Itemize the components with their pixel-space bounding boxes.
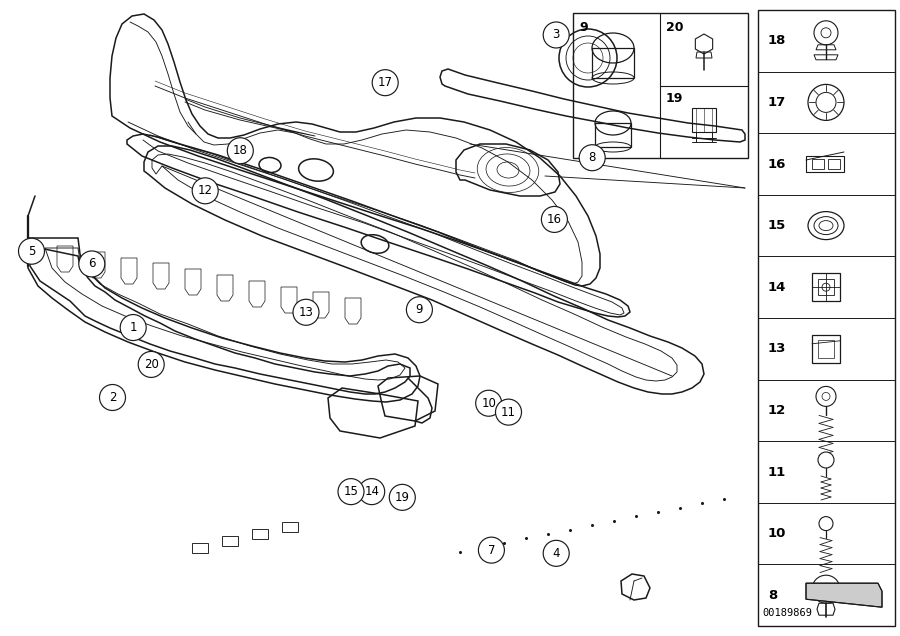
Text: 13: 13 [299, 306, 313, 319]
Bar [252, 529, 268, 539]
Text: 20: 20 [144, 358, 158, 371]
Circle shape [816, 387, 836, 406]
Bar [222, 536, 238, 546]
Bar [812, 159, 824, 169]
Text: 11: 11 [768, 466, 787, 478]
Text: 14: 14 [768, 280, 787, 294]
Circle shape [476, 391, 501, 416]
Text: 7: 7 [488, 544, 495, 556]
Circle shape [496, 399, 521, 425]
Bar [812, 335, 840, 363]
Bar [758, 10, 895, 626]
Text: 20: 20 [666, 21, 683, 34]
Text: 15: 15 [768, 219, 787, 232]
Polygon shape [806, 583, 882, 607]
Text: 14: 14 [364, 485, 379, 498]
Circle shape [808, 85, 844, 120]
Bar [828, 159, 840, 169]
Text: 12: 12 [768, 404, 787, 417]
Circle shape [293, 300, 319, 325]
Circle shape [544, 22, 569, 48]
Text: 8: 8 [768, 589, 778, 602]
Circle shape [390, 485, 415, 510]
Circle shape [580, 145, 605, 170]
Text: 00189869: 00189869 [762, 608, 812, 618]
Bar [818, 340, 834, 358]
Text: 15: 15 [344, 485, 358, 498]
Text: 10: 10 [768, 527, 787, 540]
Text: 17: 17 [378, 76, 392, 89]
Text: 19: 19 [395, 491, 410, 504]
Circle shape [19, 238, 44, 264]
Circle shape [822, 283, 830, 291]
Text: 17: 17 [768, 96, 787, 109]
Text: 4: 4 [553, 547, 560, 560]
Circle shape [100, 385, 125, 410]
Circle shape [814, 21, 838, 45]
Circle shape [816, 92, 836, 113]
Circle shape [407, 297, 432, 322]
Circle shape [542, 207, 567, 232]
Circle shape [821, 28, 831, 38]
Bar [692, 108, 716, 132]
Text: 3: 3 [553, 29, 560, 41]
Text: 18: 18 [233, 144, 248, 157]
Circle shape [820, 583, 832, 595]
Text: 19: 19 [666, 92, 683, 105]
Circle shape [121, 315, 146, 340]
Bar [595, 123, 631, 147]
Circle shape [544, 541, 569, 566]
Circle shape [228, 138, 253, 163]
Text: 2: 2 [109, 391, 116, 404]
Text: 18: 18 [768, 34, 787, 47]
Text: 8: 8 [589, 151, 596, 164]
Text: 10: 10 [482, 397, 496, 410]
Circle shape [373, 70, 398, 95]
Circle shape [338, 479, 364, 504]
Bar [573, 13, 748, 158]
Circle shape [139, 352, 164, 377]
Bar [812, 273, 840, 301]
Circle shape [359, 479, 384, 504]
Circle shape [822, 392, 830, 401]
Text: 9: 9 [579, 21, 588, 34]
Text: 11: 11 [501, 406, 516, 418]
Bar [282, 522, 298, 532]
Circle shape [79, 251, 104, 277]
Bar [592, 48, 634, 78]
Bar [192, 543, 208, 553]
Circle shape [819, 516, 833, 530]
Text: 12: 12 [198, 184, 212, 197]
Circle shape [479, 537, 504, 563]
Text: 13: 13 [768, 342, 787, 356]
Circle shape [818, 452, 834, 468]
Text: 9: 9 [416, 303, 423, 316]
Text: 16: 16 [768, 158, 787, 170]
Circle shape [812, 575, 840, 603]
Text: 16: 16 [547, 213, 562, 226]
Text: 1: 1 [130, 321, 137, 334]
Bar [806, 156, 844, 172]
Circle shape [193, 178, 218, 204]
Bar [818, 279, 834, 295]
Text: 6: 6 [88, 258, 95, 270]
Text: 5: 5 [28, 245, 35, 258]
